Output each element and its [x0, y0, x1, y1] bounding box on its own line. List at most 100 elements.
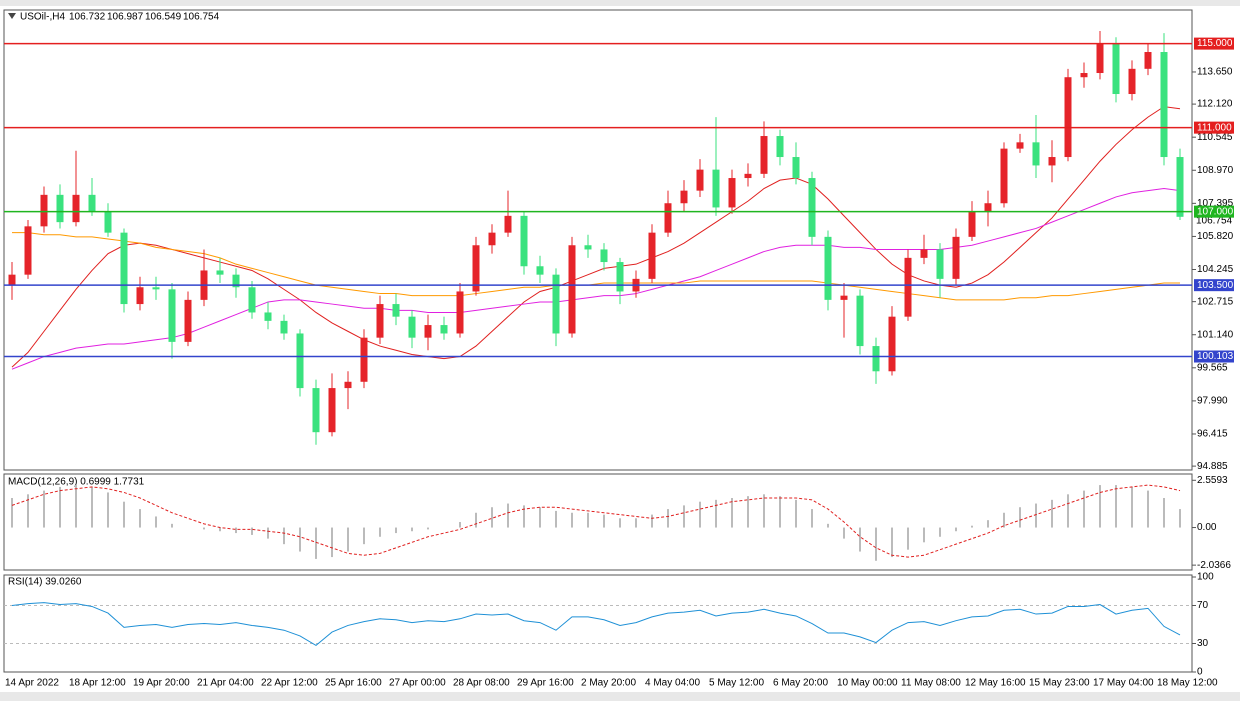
macd-bar: [203, 527, 205, 530]
level-label: 100.103: [1197, 351, 1234, 362]
macd-bar: [235, 527, 237, 534]
macd-bar: [683, 505, 685, 528]
rsi-line: [11, 602, 1181, 647]
candle-body: [1016, 142, 1024, 149]
macd-bar: [315, 527, 317, 559]
candle-body: [88, 194, 96, 212]
macd-bar: [1131, 486, 1133, 528]
candle-body: [248, 287, 256, 313]
macd-bar: [427, 527, 429, 530]
candle-body: [264, 312, 272, 321]
y-tick-label: 100: [1197, 572, 1214, 583]
macd-bar: [299, 527, 301, 552]
macd-bar: [395, 527, 397, 534]
y-tick-label: 104.245: [1197, 264, 1234, 275]
y-tick-label: 110.545: [1197, 132, 1233, 143]
macd-bar: [731, 498, 733, 528]
macd-bar: [619, 518, 621, 528]
candle-body: [152, 287, 160, 290]
x-tick-label: 29 Apr 16:00: [517, 678, 574, 689]
candle-body: [744, 173, 752, 179]
candle-body: [168, 289, 176, 342]
macd-bar: [475, 512, 477, 528]
low: 106.549: [145, 12, 182, 23]
macd-bar: [139, 509, 141, 528]
y-tick-label: 0: [1197, 667, 1203, 678]
candle-body: [552, 274, 560, 334]
candle-body: [568, 245, 576, 334]
candle-body: [24, 226, 32, 275]
candle-body: [456, 291, 464, 334]
macd-bar: [507, 503, 509, 528]
candle-body: [872, 346, 880, 372]
candle-body: [184, 299, 192, 342]
x-tick-label: 6 May 20:00: [773, 678, 828, 689]
y-tick-label: 2.5593: [1197, 475, 1228, 486]
candle-body: [824, 236, 832, 300]
y-tick-label: 101.140: [1197, 329, 1234, 340]
level-tag: [1194, 350, 1234, 363]
x-tick-label: 11 May 08:00: [901, 678, 961, 689]
candle-body: [1000, 148, 1008, 204]
candle-body: [760, 136, 768, 174]
y-tick-label: 107.395: [1197, 198, 1234, 209]
macd-bar: [747, 496, 749, 528]
macd-bar: [1067, 494, 1069, 528]
menu-icon[interactable]: [8, 13, 16, 19]
macd-bar: [363, 527, 365, 545]
macd-bar: [987, 520, 989, 528]
macd-bar: [667, 509, 669, 528]
candle-body: [984, 203, 992, 212]
x-tick-label: 5 May 12:00: [709, 678, 764, 689]
candle-body: [104, 211, 112, 233]
candle-body: [1144, 52, 1152, 69]
macd-signal: [11, 484, 1181, 558]
moving-average: [12, 232, 1180, 301]
macd-bar: [603, 514, 605, 528]
macd-bar: [75, 485, 77, 528]
macd-bar: [571, 512, 573, 528]
macd-bar: [123, 501, 125, 528]
candle-body: [1112, 43, 1120, 95]
candle-body: [520, 215, 528, 267]
macd-bar: [1003, 512, 1005, 528]
macd-bar: [1099, 485, 1101, 528]
candle-body: [392, 304, 400, 317]
macd-bar: [939, 527, 941, 537]
y-tick-label: 108.970: [1197, 165, 1234, 176]
macd-bar: [763, 494, 765, 528]
macd-bar: [411, 527, 413, 532]
candle-body: [1064, 77, 1072, 158]
candle-body: [856, 295, 864, 347]
macd-bar: [891, 527, 893, 558]
candle-body: [488, 232, 496, 246]
y-tick-label: 30: [1197, 638, 1209, 649]
x-tick-label: 4 May 04:00: [645, 678, 700, 689]
candle-body: [712, 169, 720, 208]
candle-body: [1048, 157, 1056, 166]
x-tick-label: 10 May 00:00: [837, 678, 898, 689]
macd-bar: [283, 527, 285, 545]
candle-body: [648, 232, 656, 279]
candle-body: [1160, 52, 1168, 158]
moving-average: [11, 106, 1181, 368]
y-tick-label: 70: [1197, 600, 1209, 611]
close: 106.754: [183, 12, 220, 23]
macd-bar: [635, 518, 637, 528]
candle-body: [1176, 157, 1184, 217]
macd-bar: [1083, 490, 1085, 528]
candle-body: [296, 333, 304, 389]
macd-bar: [11, 498, 13, 528]
macd-bar: [827, 523, 829, 528]
macd-bar: [1163, 498, 1165, 528]
candle-body: [968, 211, 976, 237]
level-tag: [1194, 37, 1234, 50]
candle-body: [680, 190, 688, 204]
macd-bar: [523, 505, 525, 528]
macd-bar: [267, 527, 269, 539]
y-tick-label: 94.885: [1197, 461, 1228, 472]
macd-bar: [811, 509, 813, 528]
y-tick-label: 96.415: [1197, 429, 1228, 440]
candle-body: [904, 257, 912, 317]
